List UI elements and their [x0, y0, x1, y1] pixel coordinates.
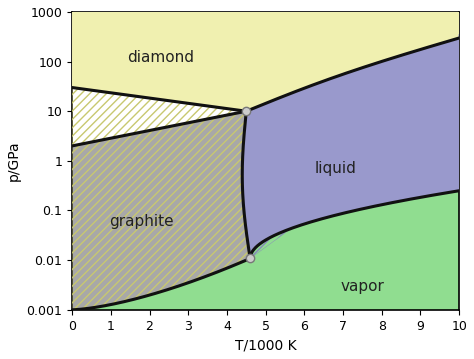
Text: graphite: graphite: [109, 214, 174, 229]
Polygon shape: [72, 12, 471, 111]
Text: diamond: diamond: [128, 50, 195, 65]
Polygon shape: [72, 191, 459, 310]
Y-axis label: p/GPa: p/GPa: [7, 141, 21, 181]
Polygon shape: [242, 34, 471, 258]
Text: liquid: liquid: [314, 161, 356, 176]
Polygon shape: [72, 111, 250, 310]
X-axis label: T/1000 K: T/1000 K: [235, 338, 296, 352]
Text: vapor: vapor: [340, 279, 384, 294]
